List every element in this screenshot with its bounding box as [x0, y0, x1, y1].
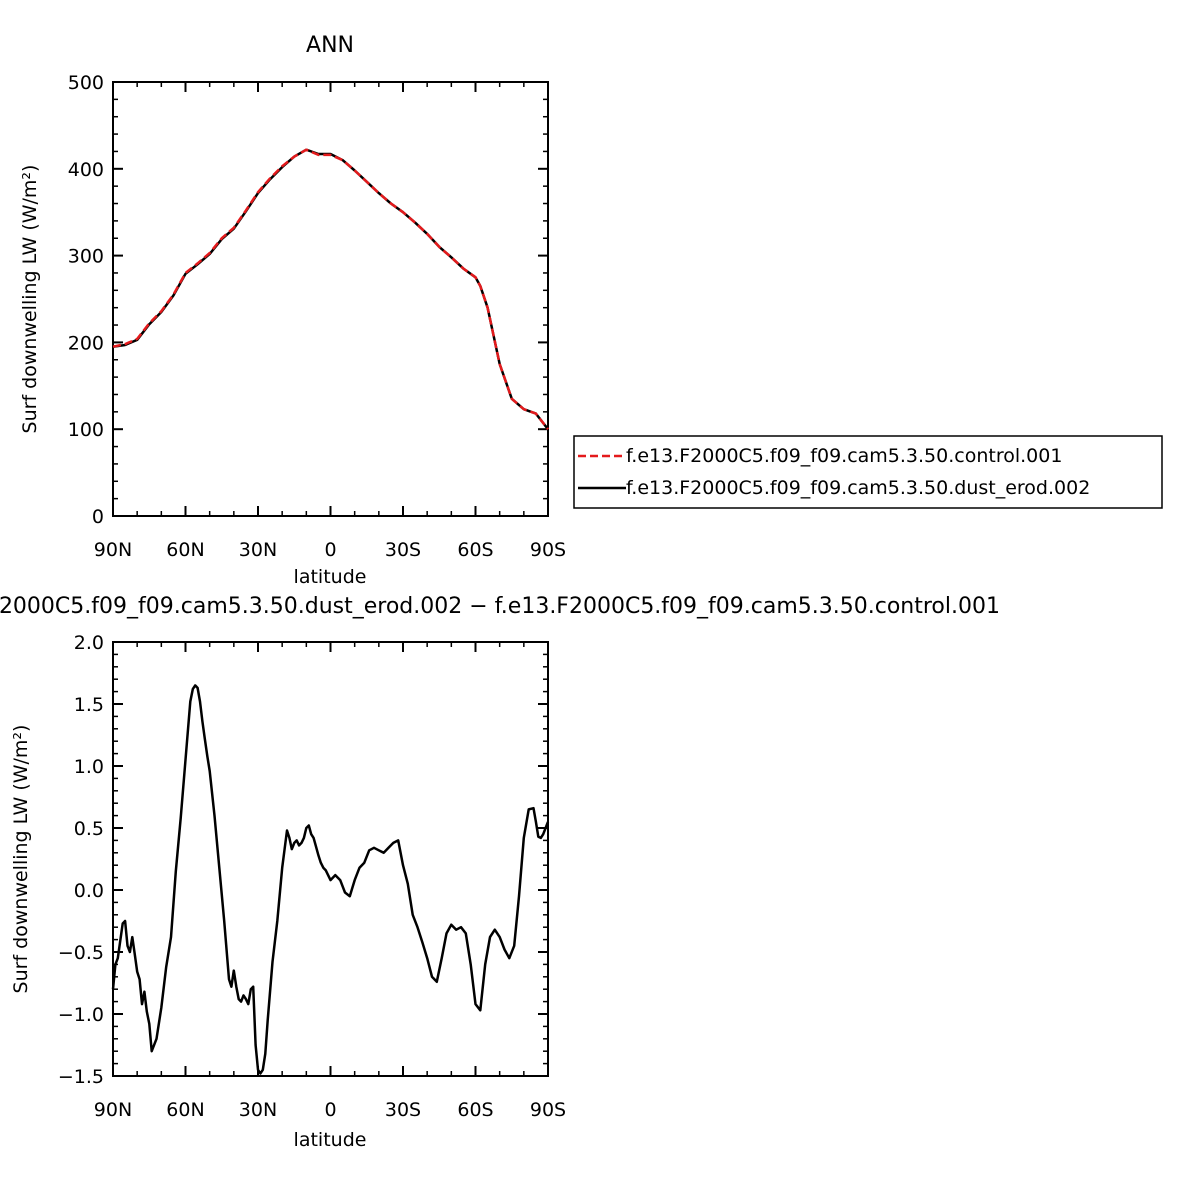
bottom-panel-x-tick-label: 0	[324, 1099, 336, 1121]
top-panel-frame	[112, 81, 549, 517]
legend-label-control: f.e13.F2000C5.f09_f09.cam5.3.50.control.…	[626, 445, 1062, 467]
top-panel-y-tick-labels: 0 100 200 300 400 500	[68, 72, 104, 528]
top-panel-title: ANN	[306, 33, 354, 58]
legend: f.e13.F2000C5.f09_f09.cam5.3.50.control.…	[573, 435, 1163, 509]
top-panel-ticks	[112, 81, 549, 517]
bottom-panel-ticks	[112, 641, 549, 1077]
legend-label-dust-erod: f.e13.F2000C5.f09_f09.cam5.3.50.dust_ero…	[626, 477, 1090, 499]
bottom-panel-x-tick-label: 90S	[530, 1099, 566, 1121]
top-panel-x-tick-label: 90N	[94, 539, 132, 561]
bottom-panel: f.e13.F2000C5.f09_f09.cam5.3.50.dust_ero…	[0, 594, 1000, 1151]
bottom-panel-x-tick-labels: 90N 60N 30N 0 30S 60S 90S	[94, 1099, 566, 1121]
top-panel-y-tick-label: 400	[68, 159, 104, 181]
bottom-panel-y-tick-label: 2.0	[74, 632, 104, 654]
bottom-panel-y-tick-label: −1.5	[58, 1066, 104, 1088]
bottom-panel-title: f.e13.F2000C5.f09_f09.cam5.3.50.dust_ero…	[0, 594, 1000, 619]
bottom-panel-y-tick-label: −0.5	[58, 942, 104, 964]
top-panel-y-tick-label: 300	[68, 246, 104, 268]
bottom-panel-y-tick-label: 1.0	[74, 756, 104, 778]
top-panel-x-tick-label: 60S	[457, 539, 493, 561]
top-panel-series	[112, 148, 549, 430]
top-panel-y-tick-label: 500	[68, 72, 104, 94]
bottom-panel-y-tick-label: 0.0	[74, 880, 104, 902]
bottom-panel-x-tick-label: 30N	[239, 1099, 277, 1121]
top-panel-x-tick-labels: 90N 60N 30N 0 30S 60S 90S	[94, 539, 566, 561]
bottom-panel-y-tick-labels: −1.5 −1.0 −0.5 0.0 0.5 1.0 1.5 2.0	[58, 632, 104, 1088]
bottom-panel-y-tick-label: 0.5	[74, 818, 104, 840]
bottom-panel-series	[111, 684, 550, 1075]
top-panel-series-line-0	[112, 148, 549, 430]
legend-box	[573, 435, 1163, 509]
bottom-panel-series-line-0	[111, 684, 550, 1075]
top-panel-x-tick-label: 30N	[239, 539, 277, 561]
bottom-panel-y-tick-label: 1.5	[74, 694, 104, 716]
top-panel-y-tick-label: 200	[68, 332, 104, 354]
top-panel-x-tick-label: 90S	[530, 539, 566, 561]
bottom-panel-x-tick-label: 30S	[385, 1099, 421, 1121]
bottom-panel-y-axis-title: Surf downwelling LW (W/m²)	[10, 725, 32, 994]
bottom-panel-x-axis-title: latitude	[294, 1129, 367, 1151]
bottom-panel-frame	[112, 641, 549, 1077]
top-panel-x-axis-title: latitude	[294, 566, 367, 588]
bottom-panel-y-tick-label: −1.0	[58, 1004, 104, 1026]
top-panel-x-tick-label: 0	[324, 539, 336, 561]
top-panel-y-axis-title: Surf downwelling LW (W/m²)	[19, 165, 41, 434]
bottom-panel-x-tick-label: 60N	[166, 1099, 204, 1121]
top-panel-x-tick-label: 60N	[166, 539, 204, 561]
bottom-panel-x-tick-label: 60S	[457, 1099, 493, 1121]
top-panel-y-tick-label: 100	[68, 419, 104, 441]
top-panel-x-tick-label: 30S	[385, 539, 421, 561]
bottom-panel-x-tick-label: 90N	[94, 1099, 132, 1121]
top-panel: ANN 0 100 200 300 400 500 90N 60N 30N 0 30S 60S 90S…	[19, 33, 566, 588]
top-panel-y-tick-label: 0	[92, 506, 104, 528]
